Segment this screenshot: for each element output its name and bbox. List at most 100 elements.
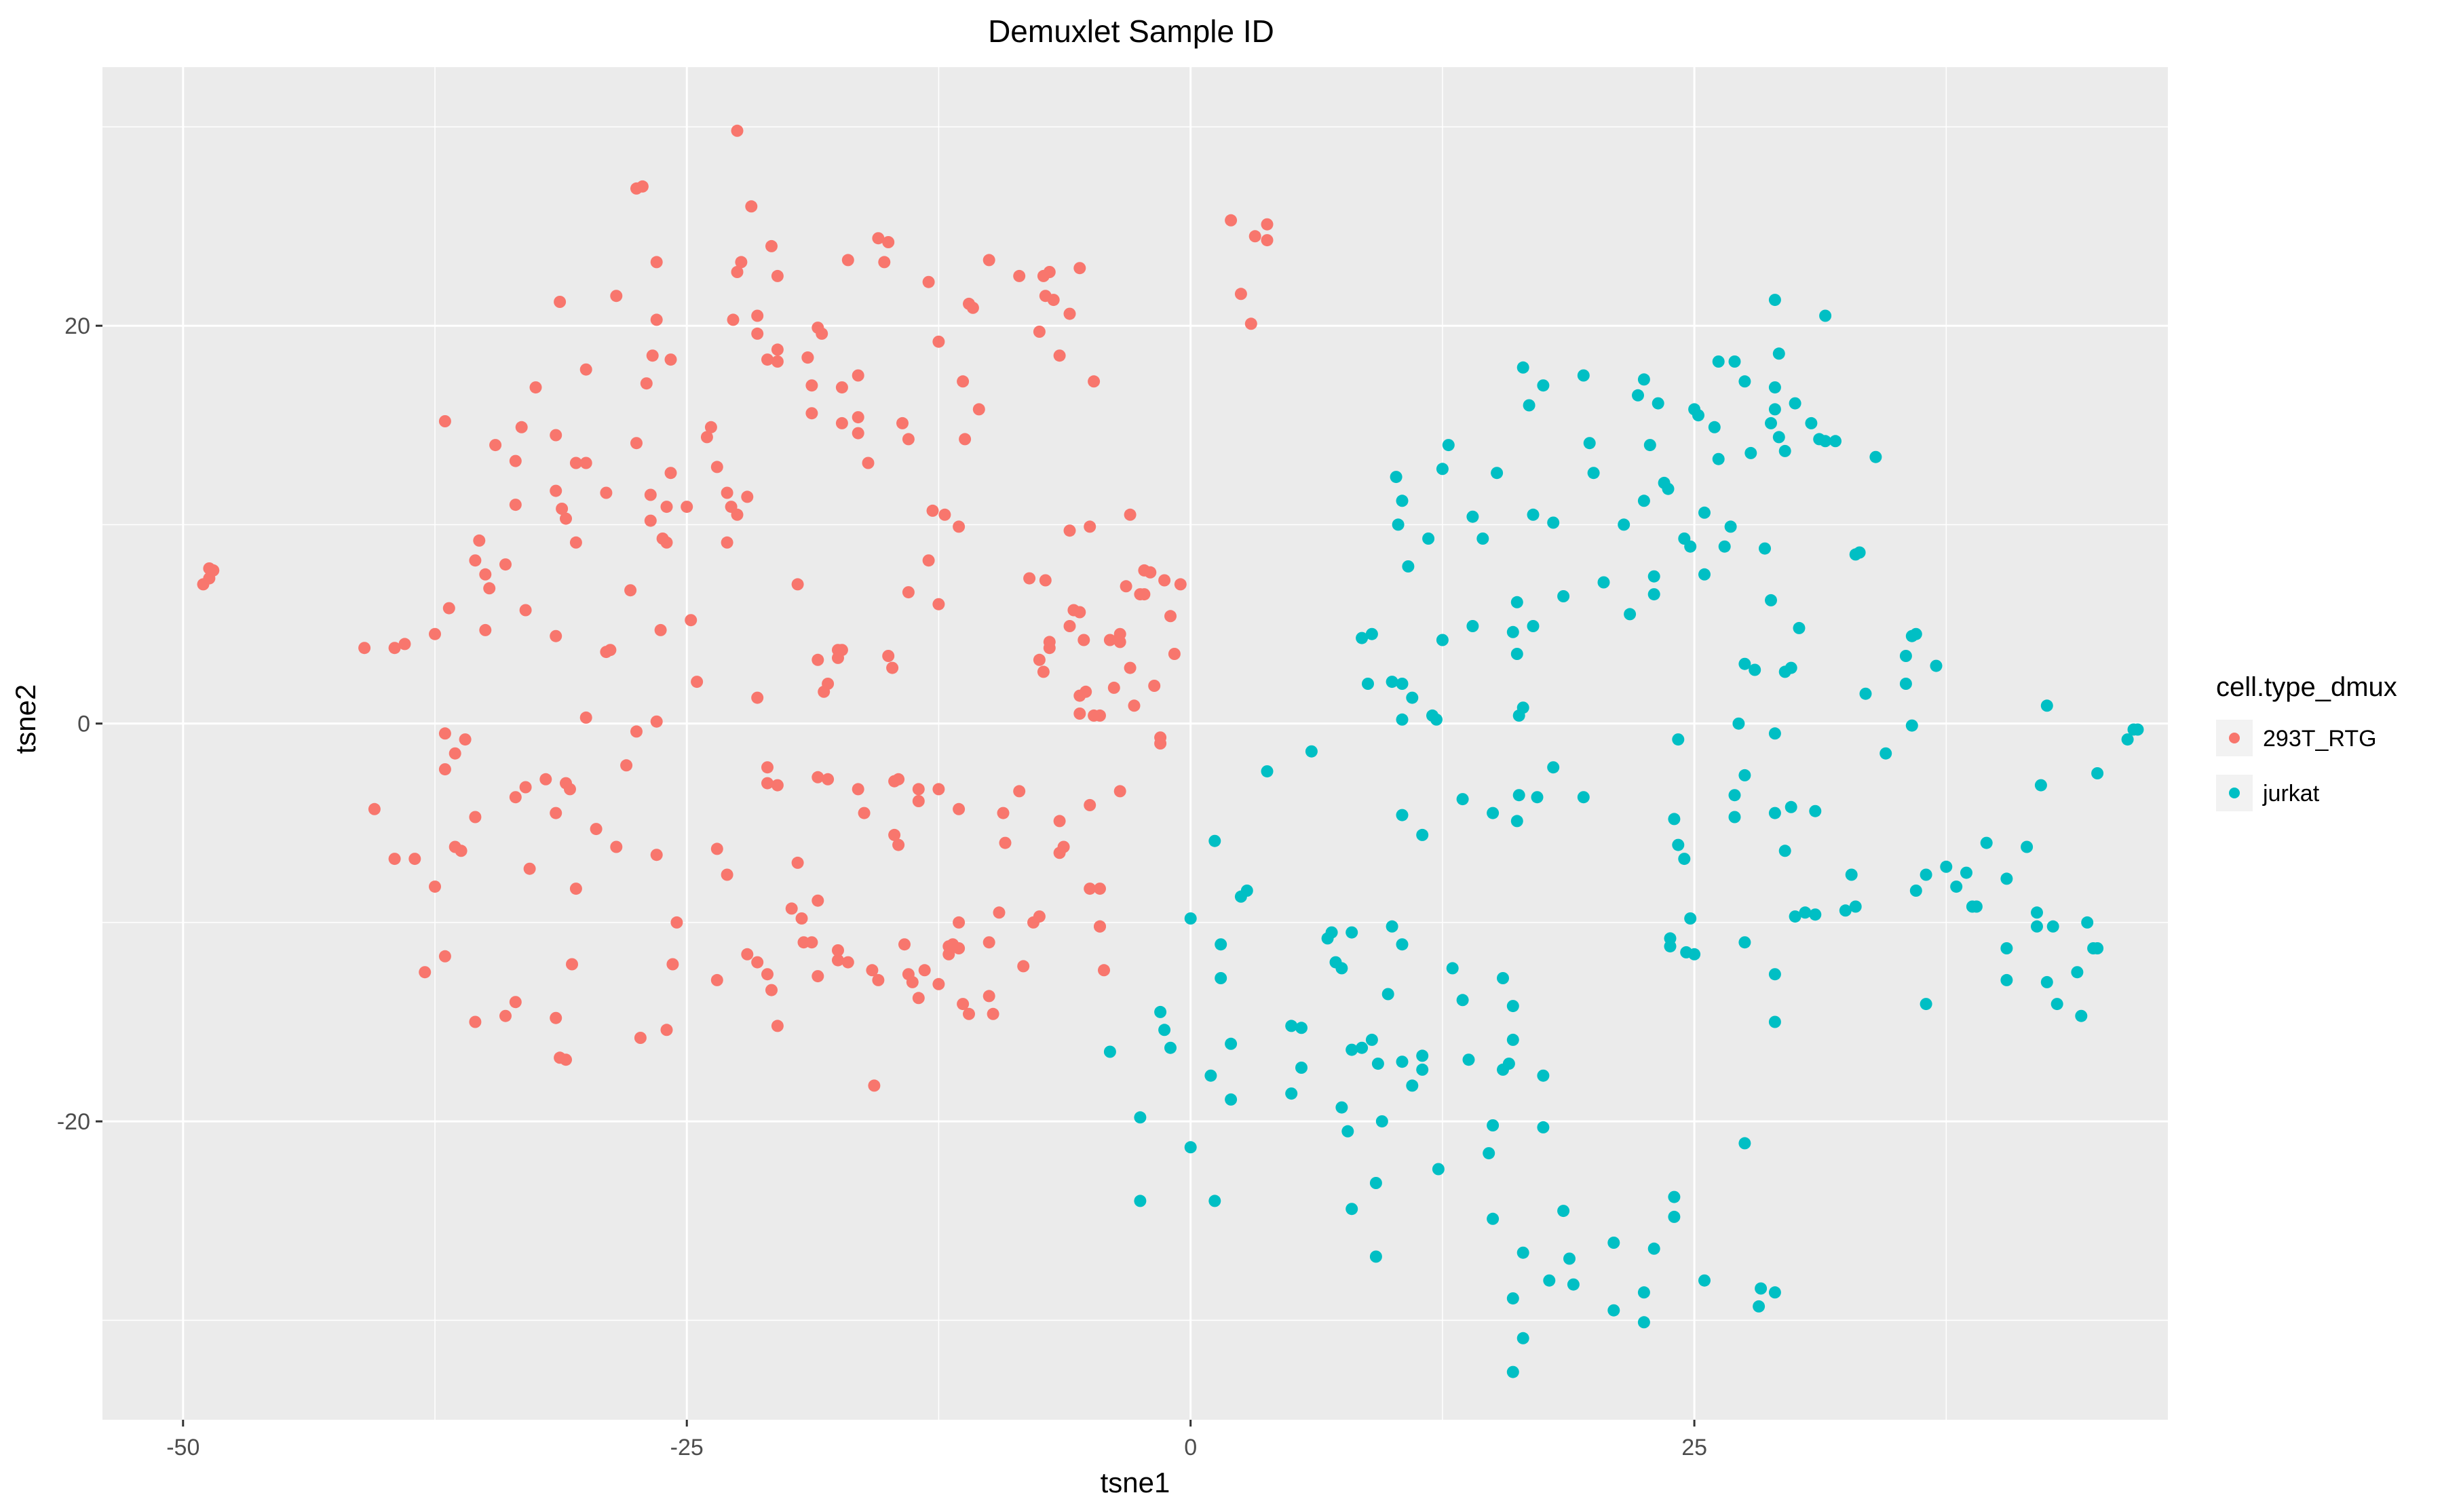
point-293t-rtg — [841, 254, 854, 267]
point-293t-rtg — [660, 1024, 673, 1036]
point-293t-rtg — [523, 862, 536, 875]
point-jurkat — [2075, 1009, 2088, 1022]
point-jurkat — [1510, 648, 1523, 660]
point-293t-rtg — [1053, 815, 1066, 828]
point-jurkat — [2034, 779, 2047, 792]
point-293t-rtg — [644, 488, 657, 501]
legend-label-293t-rtg: 293T_RTG — [2263, 726, 2377, 752]
point-293t-rtg — [731, 266, 744, 278]
point-jurkat — [1778, 845, 1791, 857]
point-293t-rtg — [550, 484, 562, 497]
point-jurkat — [1772, 431, 1785, 444]
point-293t-rtg — [483, 582, 496, 595]
point-293t-rtg — [509, 454, 522, 467]
point-jurkat — [1487, 1119, 1500, 1131]
point-293t-rtg — [666, 958, 679, 971]
x-tick-label: -25 — [670, 1435, 704, 1460]
point-jurkat — [1637, 1286, 1650, 1299]
point-293t-rtg — [822, 773, 835, 786]
point-jurkat — [1738, 936, 1751, 949]
point-293t-rtg — [972, 403, 985, 416]
point-293t-rtg — [700, 431, 713, 444]
point-293t-rtg — [509, 791, 522, 804]
point-jurkat — [1154, 1005, 1167, 1018]
point-jurkat — [1880, 747, 1892, 760]
point-293t-rtg — [590, 823, 603, 836]
point-293t-rtg — [429, 627, 441, 640]
point-jurkat — [1718, 540, 1731, 553]
point-293t-rtg — [812, 653, 824, 666]
point-293t-rtg — [650, 256, 663, 269]
point-293t-rtg — [660, 501, 673, 513]
point-293t-rtg — [681, 501, 693, 513]
point-jurkat — [1446, 962, 1459, 975]
point-293t-rtg — [529, 381, 542, 394]
point-jurkat — [1416, 1049, 1429, 1062]
point-jurkat — [1899, 678, 1912, 690]
point-293t-rtg — [1037, 665, 1050, 678]
y-tick-label: -20 — [57, 1109, 90, 1135]
point-293t-rtg — [1033, 653, 1046, 666]
point-293t-rtg — [771, 355, 784, 368]
point-jurkat — [1375, 1115, 1388, 1128]
point-293t-rtg — [862, 457, 875, 469]
point-jurkat — [1365, 627, 1378, 640]
point-jurkat — [1487, 1212, 1500, 1225]
point-293t-rtg — [1013, 269, 1026, 282]
point-293t-rtg — [896, 416, 909, 429]
point-jurkat — [1416, 1063, 1429, 1076]
legend-title: cell.type_dmux — [2216, 672, 2397, 702]
point-293t-rtg — [479, 568, 492, 581]
point-jurkat — [1516, 1246, 1529, 1259]
point-293t-rtg — [765, 984, 778, 996]
point-293t-rtg — [660, 536, 673, 549]
point-jurkat — [1543, 1274, 1556, 1287]
point-293t-rtg — [620, 759, 633, 772]
point-293t-rtg — [1261, 218, 1274, 231]
point-jurkat — [1487, 807, 1500, 819]
point-293t-rtg — [358, 642, 371, 655]
point-293t-rtg — [795, 912, 808, 925]
point-jurkat — [1728, 789, 1741, 802]
point-jurkat — [1466, 510, 1479, 523]
point-jurkat — [1516, 701, 1529, 714]
point-jurkat — [1662, 482, 1675, 495]
point-293t-rtg — [1023, 572, 1036, 585]
point-jurkat — [1356, 632, 1369, 644]
point-jurkat — [1732, 717, 1745, 730]
point-293t-rtg — [835, 644, 848, 657]
y-tick-label: 20 — [64, 313, 90, 339]
point-293t-rtg — [816, 327, 828, 340]
point-293t-rtg — [1144, 566, 1157, 579]
point-293t-rtg — [852, 783, 864, 796]
point-jurkat — [1527, 508, 1540, 521]
point-293t-rtg — [569, 883, 582, 895]
point-293t-rtg — [771, 1020, 784, 1032]
point-jurkat — [1668, 813, 1681, 826]
point-293t-rtg — [872, 232, 885, 245]
point-jurkat — [1184, 1141, 1197, 1154]
point-jurkat — [1510, 596, 1523, 608]
y-axis-title: tsne2 — [9, 684, 41, 754]
point-293t-rtg — [1148, 680, 1161, 692]
point-jurkat — [1325, 926, 1338, 939]
point-293t-rtg — [1138, 588, 1151, 601]
point-293t-rtg — [832, 954, 844, 967]
point-293t-rtg — [886, 661, 899, 674]
point-jurkat — [1684, 540, 1697, 553]
point-jurkat — [1396, 1055, 1409, 1068]
point-jurkat — [1547, 516, 1560, 529]
point-jurkat — [1618, 518, 1630, 531]
point-293t-rtg — [1094, 920, 1106, 933]
point-293t-rtg — [550, 429, 562, 442]
point-jurkat — [1724, 520, 1737, 533]
point-jurkat — [1647, 570, 1660, 583]
point-293t-rtg — [1084, 798, 1096, 811]
point-293t-rtg — [957, 375, 970, 388]
point-293t-rtg — [1088, 375, 1101, 388]
point-293t-rtg — [1063, 307, 1076, 320]
point-293t-rtg — [735, 256, 748, 269]
point-jurkat — [1381, 988, 1394, 1001]
point-jurkat — [2081, 916, 2094, 929]
point-293t-rtg — [805, 936, 818, 949]
